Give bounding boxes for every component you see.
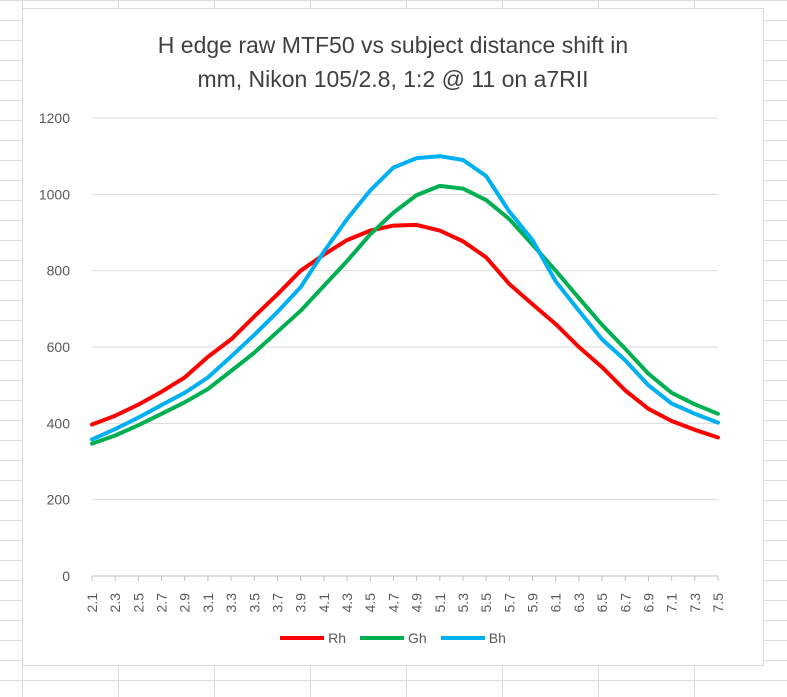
y-tick-label: 0 (62, 568, 70, 584)
x-tick-label: 4.1 (316, 593, 332, 613)
y-tick-label: 1000 (39, 186, 70, 202)
x-tick-label: 2.7 (154, 593, 170, 613)
x-tick-label: 2.1 (84, 593, 100, 613)
chart-title: H edge raw MTF50 vs subject distance shi… (22, 28, 764, 96)
legend-label-gh: Gh (408, 630, 427, 646)
x-tick-label: 6.3 (571, 593, 587, 613)
x-tick-label: 3.7 (269, 593, 285, 613)
x-tick-label: 5.9 (525, 593, 541, 613)
x-tick-label: 5.5 (478, 593, 494, 613)
legend-item-gh: Gh (360, 630, 427, 646)
chart-title-line-2: mm, Nikon 105/2.8, 1:2 @ 11 on a7RII (197, 66, 589, 92)
y-tick-label: 800 (47, 263, 71, 279)
x-tick-label: 5.3 (455, 593, 471, 613)
chart-legend: Rh Gh Bh (22, 630, 764, 646)
x-tick-label: 7.5 (710, 593, 726, 613)
x-tick-label: 6.5 (594, 593, 610, 613)
y-tick-label: 400 (47, 415, 71, 431)
y-tick-label: 1200 (39, 110, 70, 126)
x-tick-label: 2.3 (107, 593, 123, 613)
y-tick-label: 600 (47, 339, 71, 355)
series-line-gh (90, 183, 720, 446)
legend-item-rh: Rh (280, 630, 346, 646)
x-tick-label: 4.7 (385, 593, 401, 613)
x-tick-label: 2.9 (177, 593, 193, 613)
legend-label-rh: Rh (328, 630, 347, 646)
legend-swatch-rh (280, 636, 325, 640)
legend-swatch-bh (440, 636, 485, 640)
x-tick-label: 4.9 (409, 593, 425, 613)
x-tick-label: 7.1 (664, 593, 680, 613)
x-tick-label: 3.9 (293, 593, 309, 613)
x-tick-label: 7.3 (687, 593, 703, 613)
legend-item-bh: Bh (440, 630, 506, 646)
x-tick-label: 5.7 (501, 593, 517, 613)
x-tick-label: 4.5 (362, 593, 378, 613)
legend-label-bh: Bh (488, 630, 506, 646)
x-tick-label: 6.9 (640, 593, 656, 613)
y-tick-label: 200 (47, 492, 71, 508)
x-tick-label: 6.1 (548, 593, 564, 613)
x-tick-label: 6.7 (617, 593, 633, 613)
x-tick-label: 2.5 (130, 593, 146, 613)
chart-title-line-1: H edge raw MTF50 vs subject distance shi… (157, 32, 629, 58)
legend-swatch-gh (360, 636, 405, 640)
x-tick-label: 5.1 (432, 593, 448, 613)
x-tick-label: 3.5 (246, 593, 262, 613)
x-tick-label: 3.3 (223, 593, 239, 613)
x-tick-label: 3.1 (200, 593, 216, 613)
series-line-bh (90, 154, 720, 442)
x-tick-label: 4.3 (339, 593, 355, 613)
series-line-rh (90, 222, 720, 440)
